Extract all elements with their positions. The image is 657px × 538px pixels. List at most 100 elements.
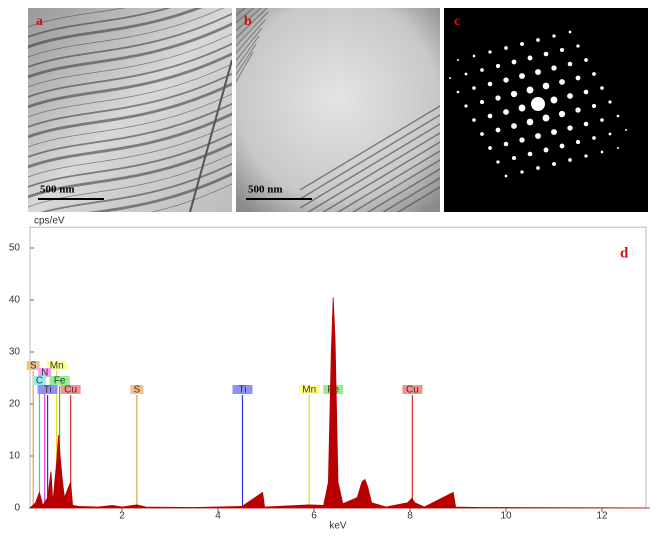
element-tag — [130, 385, 144, 394]
spot — [472, 118, 476, 122]
spot — [472, 54, 476, 58]
panel-letter: a — [36, 14, 43, 29]
streak — [28, 8, 225, 58]
element-tag — [49, 376, 70, 385]
y-tick-label: 50 — [9, 243, 21, 254]
spot — [576, 44, 580, 48]
streak — [28, 52, 232, 109]
spot — [591, 103, 597, 109]
spot — [519, 137, 525, 143]
streak — [28, 123, 232, 178]
spot — [535, 133, 541, 139]
spot — [625, 129, 627, 131]
streak — [28, 153, 232, 208]
spot — [519, 73, 525, 79]
micrograph-b — [236, 8, 440, 212]
spot — [495, 63, 501, 69]
element-label: Ti — [238, 385, 246, 396]
spot — [472, 86, 476, 90]
spot — [568, 158, 572, 162]
spot — [526, 118, 534, 126]
spot — [457, 59, 459, 61]
element-label: Cu — [64, 385, 77, 396]
streak — [28, 112, 232, 169]
spot — [608, 132, 612, 136]
diffraction-spots — [449, 30, 627, 178]
spot — [575, 139, 581, 145]
spot — [503, 141, 509, 147]
spot — [504, 46, 508, 50]
streak — [381, 177, 440, 212]
streak — [236, 43, 257, 76]
element-label: S — [30, 361, 37, 372]
streak — [28, 8, 172, 38]
spot — [456, 90, 460, 94]
spot — [520, 42, 524, 46]
spot — [543, 147, 549, 153]
element-label: Ti — [44, 385, 52, 396]
streak — [299, 105, 440, 191]
spot — [583, 121, 589, 127]
spot — [567, 125, 573, 131]
spot — [535, 69, 541, 75]
streak — [236, 11, 269, 47]
diffraction-pattern — [444, 8, 648, 212]
element-label: S — [134, 385, 141, 396]
spot — [503, 77, 509, 83]
streak — [396, 186, 440, 212]
x-tick-label: 2 — [119, 511, 125, 522]
spot — [510, 90, 518, 98]
spot — [600, 118, 604, 122]
element-tag — [232, 385, 253, 394]
spot — [536, 38, 540, 42]
streak — [28, 82, 232, 139]
spot — [464, 104, 468, 108]
spot — [552, 162, 556, 166]
spot — [583, 89, 589, 95]
spot — [531, 97, 545, 111]
streak — [321, 141, 440, 212]
spot — [592, 136, 596, 140]
element-label: N — [41, 368, 48, 379]
x-axis-label: keV — [329, 521, 347, 532]
element-tag — [46, 361, 67, 370]
element-tag — [299, 385, 320, 394]
spot — [464, 72, 468, 76]
streak — [28, 72, 232, 128]
spot — [527, 55, 533, 61]
streak — [299, 114, 440, 200]
y-tick-label: 20 — [9, 399, 21, 410]
x-tick-label: 4 — [215, 511, 221, 522]
element-label: Cu — [406, 385, 419, 396]
spot — [559, 47, 565, 53]
spot — [600, 150, 604, 154]
spot — [543, 51, 549, 57]
streak — [236, 27, 263, 62]
spot — [504, 174, 508, 178]
spot — [550, 96, 558, 104]
element-tag — [32, 376, 46, 385]
streak — [28, 63, 232, 118]
scale-label: 500 nm — [40, 184, 75, 196]
scale-label: 500 nm — [248, 184, 283, 196]
y-tick-label: 40 — [9, 295, 21, 306]
spot — [480, 132, 484, 136]
streak — [28, 142, 232, 199]
spot — [496, 160, 500, 164]
boundary — [189, 59, 232, 212]
streak — [28, 42, 232, 98]
streak — [28, 33, 232, 88]
spot — [511, 123, 517, 129]
spot — [527, 151, 533, 157]
spot — [449, 77, 451, 79]
spot — [542, 114, 550, 122]
spot — [495, 95, 501, 101]
spot — [551, 129, 557, 135]
spot — [536, 166, 540, 170]
y-tick-label: 0 — [14, 503, 20, 514]
spot — [600, 86, 604, 90]
spot — [558, 110, 566, 118]
spot — [495, 127, 501, 133]
